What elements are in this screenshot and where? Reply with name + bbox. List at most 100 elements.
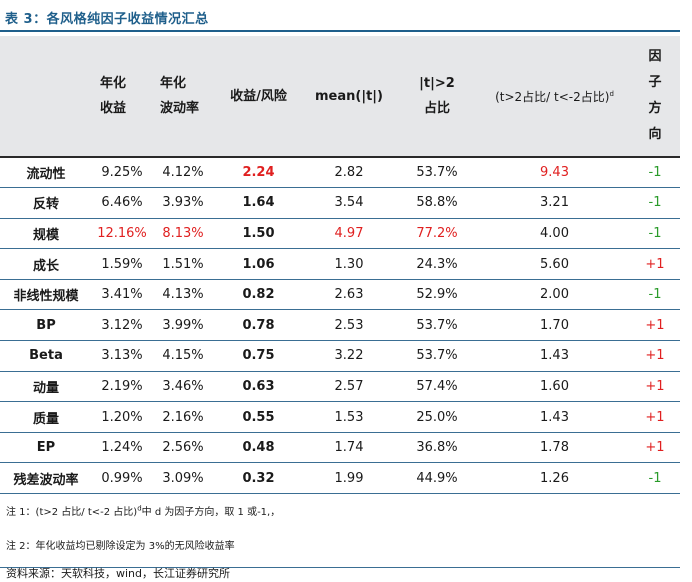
table-row: 流动性 9.25% 4.12% 2.24 2.82 53.7% 9.43 -1: [0, 157, 680, 188]
cell-mean-t: 1.53: [334, 409, 364, 425]
cell-ann-vol: 4.12%: [162, 165, 204, 181]
header-direction-c4: 向: [648, 127, 662, 142]
cell-ann-return: 9.25%: [101, 165, 143, 181]
cell-t-gt2: 25.0%: [416, 409, 458, 425]
cell-ann-return: 1.24%: [101, 440, 143, 456]
cell-ratio: 5.60: [540, 256, 569, 272]
cell-direction: -1: [648, 165, 662, 181]
header-t-gt2-line1: |t|>2: [419, 76, 455, 91]
cell-mean-t: 2.53: [334, 317, 364, 333]
cell-direction: +1: [645, 378, 665, 394]
cell-ret-risk: 0.48: [242, 440, 275, 456]
cell-t-gt2: 53.7%: [416, 165, 458, 181]
cell-direction: -1: [648, 470, 662, 486]
table-row: EP 1.24% 2.56% 0.48 1.74 36.8% 1.78 +1: [0, 432, 680, 463]
cell-direction: +1: [645, 317, 665, 333]
table-row: 成长 1.59% 1.51% 1.06 1.30 24.3% 5.60 +1: [0, 249, 680, 280]
cell-ann-vol: 4.15%: [162, 348, 204, 364]
cell-ret-risk: 0.63: [242, 378, 275, 394]
header-ann-return-line2: 收益: [100, 101, 127, 116]
table-title: 表 3：各风格纯因子收益情况汇总: [5, 12, 209, 27]
cell-mean-t: 1.30: [334, 256, 364, 272]
cell-ratio: 9.43: [540, 165, 569, 181]
cell-factor: BP: [36, 317, 56, 333]
cell-ann-vol: 2.16%: [162, 409, 204, 425]
cell-ann-vol: 8.13%: [162, 225, 204, 241]
cell-mean-t: 3.22: [334, 348, 364, 364]
cell-mean-t: 1.99: [334, 470, 364, 486]
cell-factor: 规模: [32, 227, 59, 243]
cell-t-gt2: 77.2%: [416, 225, 458, 241]
cell-ann-vol: 1.51%: [162, 256, 204, 272]
cell-factor: 反转: [32, 197, 59, 213]
cell-direction: +1: [645, 409, 665, 425]
cell-ret-risk: 1.06: [242, 256, 275, 272]
cell-t-gt2: 36.8%: [416, 440, 458, 456]
table-row: 规模 12.16% 8.13% 1.50 4.97 77.2% 4.00 -1: [0, 218, 680, 249]
cell-ratio: 1.60: [540, 378, 569, 394]
notes-rule: [0, 567, 680, 568]
cell-ann-return: 3.12%: [101, 317, 143, 333]
cell-ret-risk: 1.50: [242, 225, 275, 241]
cell-mean-t: 1.74: [334, 440, 364, 456]
cell-mean-t: 4.97: [334, 225, 364, 241]
cell-ratio: 3.21: [540, 195, 569, 211]
table-row: 动量 2.19% 3.46% 0.63 2.57 57.4% 1.60 +1: [0, 371, 680, 402]
source-line: 资料来源：天软科技，wind，长江证券研究所: [6, 567, 231, 580]
table-row: Beta 3.13% 4.15% 0.75 3.22 53.7% 1.43 +1: [0, 341, 680, 372]
table-row: 质量 1.20% 2.16% 0.55 1.53 25.0% 1.43 +1: [0, 402, 680, 433]
cell-ann-return: 2.19%: [101, 378, 143, 394]
header-factor: [0, 36, 92, 157]
cell-direction: +1: [645, 256, 665, 272]
cell-ratio: 1.70: [540, 317, 569, 333]
cell-ratio: 1.43: [540, 348, 569, 364]
cell-direction: -1: [648, 195, 662, 211]
cell-ratio: 4.00: [540, 225, 569, 241]
cell-ann-vol: 3.09%: [162, 470, 204, 486]
table-body: 流动性 9.25% 4.12% 2.24 2.82 53.7% 9.43 -1 …: [0, 157, 680, 494]
cell-ratio: 1.78: [540, 440, 569, 456]
cell-ret-risk: 0.75: [242, 348, 275, 364]
cell-ann-vol: 2.56%: [162, 440, 204, 456]
cell-ratio: 1.26: [540, 470, 569, 486]
cell-t-gt2: 24.3%: [416, 256, 458, 272]
cell-mean-t: 2.82: [334, 165, 364, 181]
header-ann-return: 年化 收益: [92, 36, 152, 157]
cell-ann-vol: 3.99%: [162, 317, 204, 333]
header-ret-risk: 收益/风险: [230, 88, 287, 104]
header-ann-vol-line1: 年化: [160, 76, 187, 91]
cell-factor: Beta: [29, 348, 63, 364]
cell-ann-return: 3.41%: [101, 287, 143, 303]
table-header: 年化 收益 年化 波动率 收益/风险 mean(|t|) |t|>2 占比 (t…: [0, 36, 680, 157]
cell-factor: 残差波动率: [13, 472, 79, 488]
cell-factor: 动量: [32, 380, 59, 396]
note-1-suffix: 中 d 为因子方向，取 1 或-1,，: [141, 507, 281, 518]
cell-ret-risk: 0.82: [242, 287, 275, 303]
cell-factor: 非线性规模: [13, 289, 79, 305]
header-ratio-text: (t>2占比/ t<-2占比): [495, 90, 610, 104]
cell-ann-return: 12.16%: [97, 225, 147, 241]
cell-t-gt2: 52.9%: [416, 287, 458, 303]
header-t-gt2: |t|>2 占比: [395, 36, 479, 157]
cell-ret-risk: 0.78: [242, 317, 275, 333]
header-mean-t: mean(|t|): [315, 88, 383, 104]
cell-ann-return: 1.20%: [101, 409, 143, 425]
cell-factor: EP: [36, 440, 56, 456]
cell-t-gt2: 53.7%: [416, 317, 458, 333]
cell-ann-vol: 3.46%: [162, 378, 204, 394]
cell-factor: 流动性: [26, 167, 66, 183]
note-2: 注 2：年化收益均已剔除设定为 3%的无风险收益率: [6, 541, 235, 552]
table-row: 反转 6.46% 3.93% 1.64 3.54 58.8% 3.21 -1: [0, 188, 680, 219]
cell-t-gt2: 44.9%: [416, 470, 458, 486]
cell-ret-risk: 1.64: [242, 195, 275, 211]
cell-t-gt2: 57.4%: [416, 378, 458, 394]
cell-ratio: 1.43: [540, 409, 569, 425]
cell-ann-return: 6.46%: [101, 195, 143, 211]
cell-ann-vol: 4.13%: [162, 287, 204, 303]
title-rule: [0, 30, 680, 32]
cell-factor: 成长: [32, 258, 59, 274]
header-direction-c1: 因: [648, 49, 662, 64]
header-t-gt2-line2: 占比: [423, 101, 450, 116]
cell-ann-return: 1.59%: [101, 256, 143, 272]
header-direction-c3: 方: [648, 101, 662, 116]
